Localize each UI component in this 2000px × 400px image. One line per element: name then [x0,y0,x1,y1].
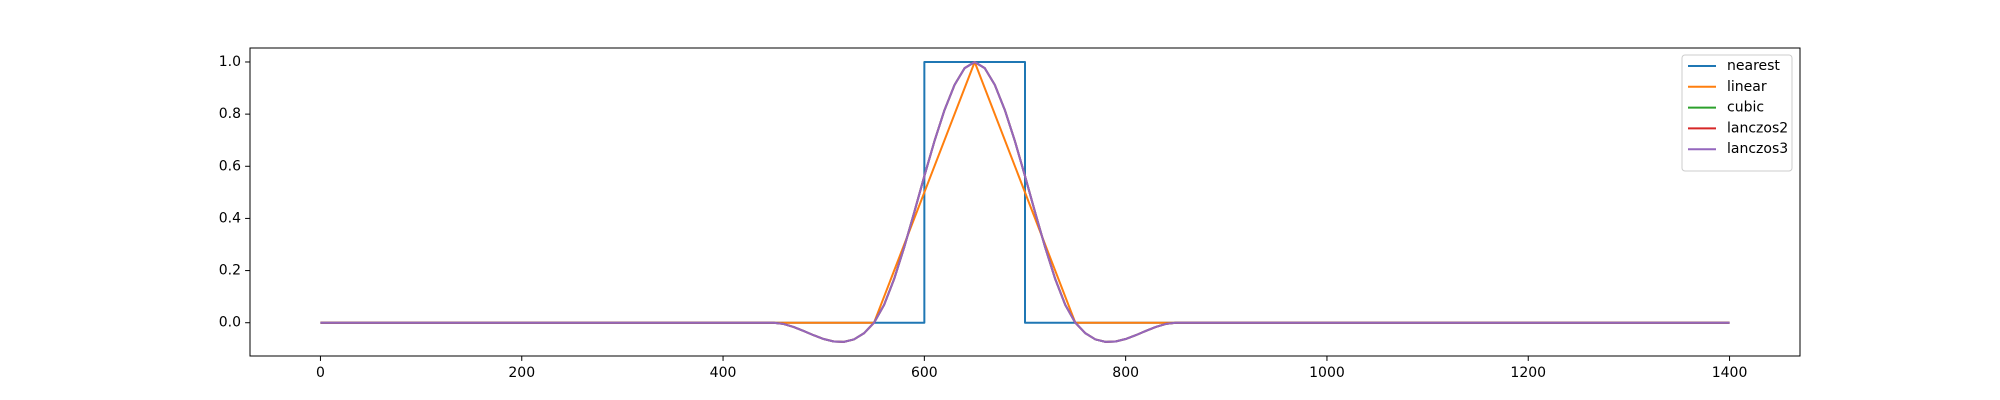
y-tick-label: 0.2 [219,263,241,279]
x-tick-label: 1200 [1510,365,1546,381]
x-tick-label: 400 [710,365,737,381]
y-tick-label: 1.0 [219,54,241,70]
x-tick-label: 0 [316,365,325,381]
legend-label: cubic [1727,100,1764,116]
y-tick-label: 0.0 [219,315,241,331]
series-line [320,60,1730,343]
legend-label: lanczos2 [1727,120,1788,136]
legend-label: linear [1727,79,1767,95]
y-tick-label: 0.4 [219,210,241,226]
axes-frame [249,47,1801,357]
x-tick-label: 800 [1112,365,1139,381]
x-tick-label: 1400 [1712,365,1748,381]
y-tick-label: 0.6 [219,158,241,174]
legend-label: lanczos3 [1727,141,1788,157]
x-tick-label: 1000 [1309,365,1345,381]
x-tick-label: 600 [911,365,938,381]
x-tick-label: 200 [508,365,535,381]
legend-box [1681,54,1793,172]
legend: nearest linear cubic lanczos2 lanczos3 [1681,54,1793,172]
y-tick-label: 0.8 [219,106,241,122]
legend-label: nearest [1727,58,1780,74]
